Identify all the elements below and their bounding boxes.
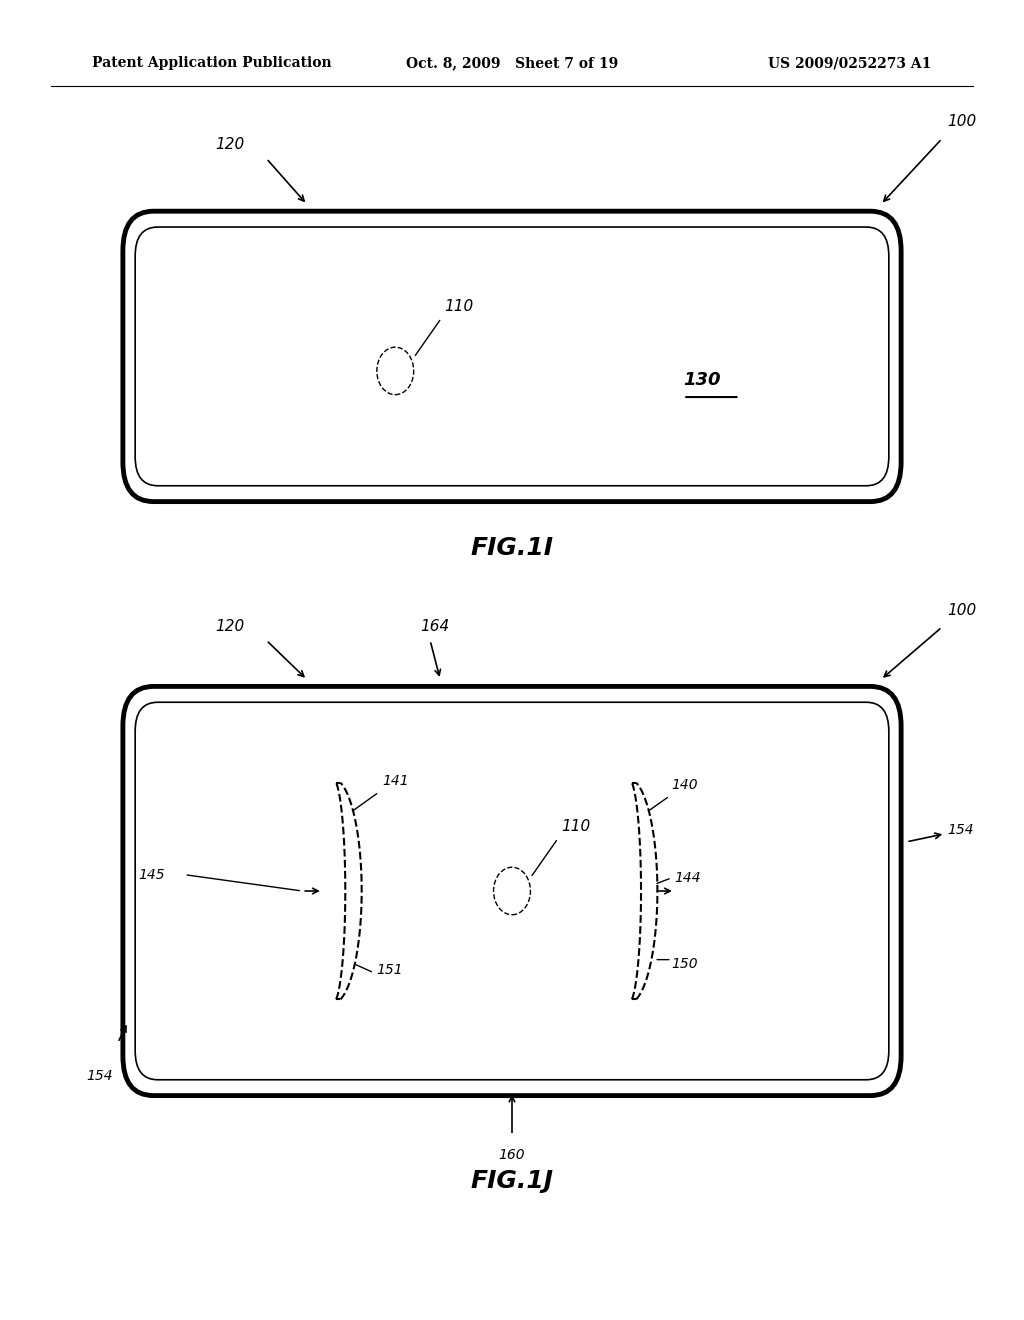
- Text: FIG.1I: FIG.1I: [470, 536, 554, 560]
- Text: 110: 110: [561, 820, 591, 834]
- Text: 154: 154: [947, 822, 974, 837]
- Text: Oct. 8, 2009   Sheet 7 of 19: Oct. 8, 2009 Sheet 7 of 19: [406, 57, 618, 70]
- Text: 144: 144: [675, 871, 701, 884]
- Text: 120: 120: [215, 619, 245, 634]
- Text: 130: 130: [683, 371, 721, 388]
- Text: 160: 160: [499, 1148, 525, 1163]
- Text: 145: 145: [138, 867, 165, 882]
- FancyBboxPatch shape: [123, 211, 901, 502]
- Text: 120: 120: [215, 137, 245, 152]
- Text: 100: 100: [947, 115, 977, 129]
- FancyBboxPatch shape: [135, 227, 889, 486]
- Text: 164: 164: [420, 619, 450, 634]
- Text: 100: 100: [947, 603, 977, 618]
- Text: 110: 110: [444, 300, 474, 314]
- Text: 154: 154: [86, 1069, 113, 1082]
- FancyBboxPatch shape: [123, 686, 901, 1096]
- Text: 151: 151: [376, 964, 402, 977]
- Text: 141: 141: [382, 774, 409, 788]
- Text: FIG.1J: FIG.1J: [470, 1170, 554, 1193]
- Text: US 2009/0252273 A1: US 2009/0252273 A1: [768, 57, 932, 70]
- Text: Patent Application Publication: Patent Application Publication: [92, 57, 332, 70]
- FancyBboxPatch shape: [135, 702, 889, 1080]
- Text: 140: 140: [672, 777, 698, 792]
- Text: 150: 150: [672, 957, 698, 970]
